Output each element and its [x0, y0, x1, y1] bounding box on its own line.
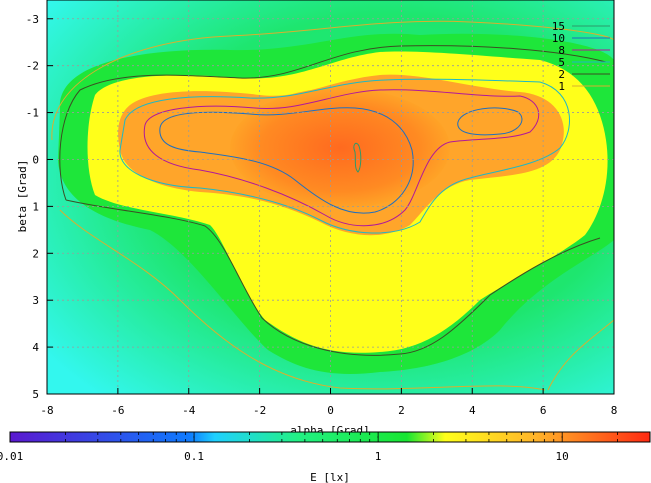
contour-lines [51, 20, 614, 391]
x-tick-label: -2 [253, 404, 266, 417]
colorbar-tick-label: 0.1 [184, 450, 204, 463]
y-tick-label: 5 [32, 388, 39, 401]
contour-8 [143, 89, 540, 227]
contour-1-lower [59, 209, 546, 391]
y-tick-label: -2 [26, 60, 39, 73]
x-tick-label: -8 [40, 404, 53, 417]
colorbar-tick-label: 0.01 [0, 450, 23, 463]
y-tick-label: 1 [32, 200, 39, 213]
heatmap-region-core [230, 88, 450, 208]
x-tick-label: 6 [540, 404, 547, 417]
legend-label: 8 [558, 44, 565, 57]
x-tick-label: 4 [469, 404, 476, 417]
contour-5 [119, 78, 571, 234]
contour-2 [59, 45, 607, 356]
y-axis-label: beta [Grad] [16, 160, 29, 233]
legend-label: 2 [558, 68, 565, 81]
legend-label: 10 [552, 32, 565, 45]
y-tick-label: 2 [32, 247, 39, 260]
legend-label: 15 [552, 20, 565, 33]
y-tick-label: -1 [26, 107, 39, 120]
contour-10-right [457, 107, 523, 136]
legend-label: 1 [558, 80, 565, 93]
y-tick-label: 0 [32, 153, 39, 166]
contour-1-right [547, 319, 614, 391]
colorbar-label: E [lx] [310, 471, 350, 483]
x-tick-label: -6 [111, 404, 124, 417]
colorbar-ticks: 0.01 0.1 1 10 [0, 432, 651, 463]
x-axis: -8 -6 -4 -2 0 2 4 6 8 [40, 388, 617, 417]
legend-label: 5 [558, 56, 565, 69]
colorbar-tick-label: 10 [556, 450, 569, 463]
x-tick-label: -4 [182, 404, 196, 417]
colorbar-tick-label: 1 [375, 450, 382, 463]
x-tick-label: 0 [327, 404, 334, 417]
x-tick-label: 8 [611, 404, 618, 417]
y-tick-label: 3 [32, 294, 39, 307]
y-tick-label: 4 [32, 341, 39, 354]
heatmap-field [47, 0, 614, 394]
contour-10 [159, 107, 414, 214]
y-tick-label: -3 [26, 13, 39, 26]
contour-1 [51, 20, 614, 141]
y-axis: -3 -2 -1 0 1 2 3 4 5 [26, 13, 53, 401]
x-tick-label: 2 [398, 404, 405, 417]
contour-15 [353, 142, 362, 173]
grid-lines [47, 0, 614, 394]
